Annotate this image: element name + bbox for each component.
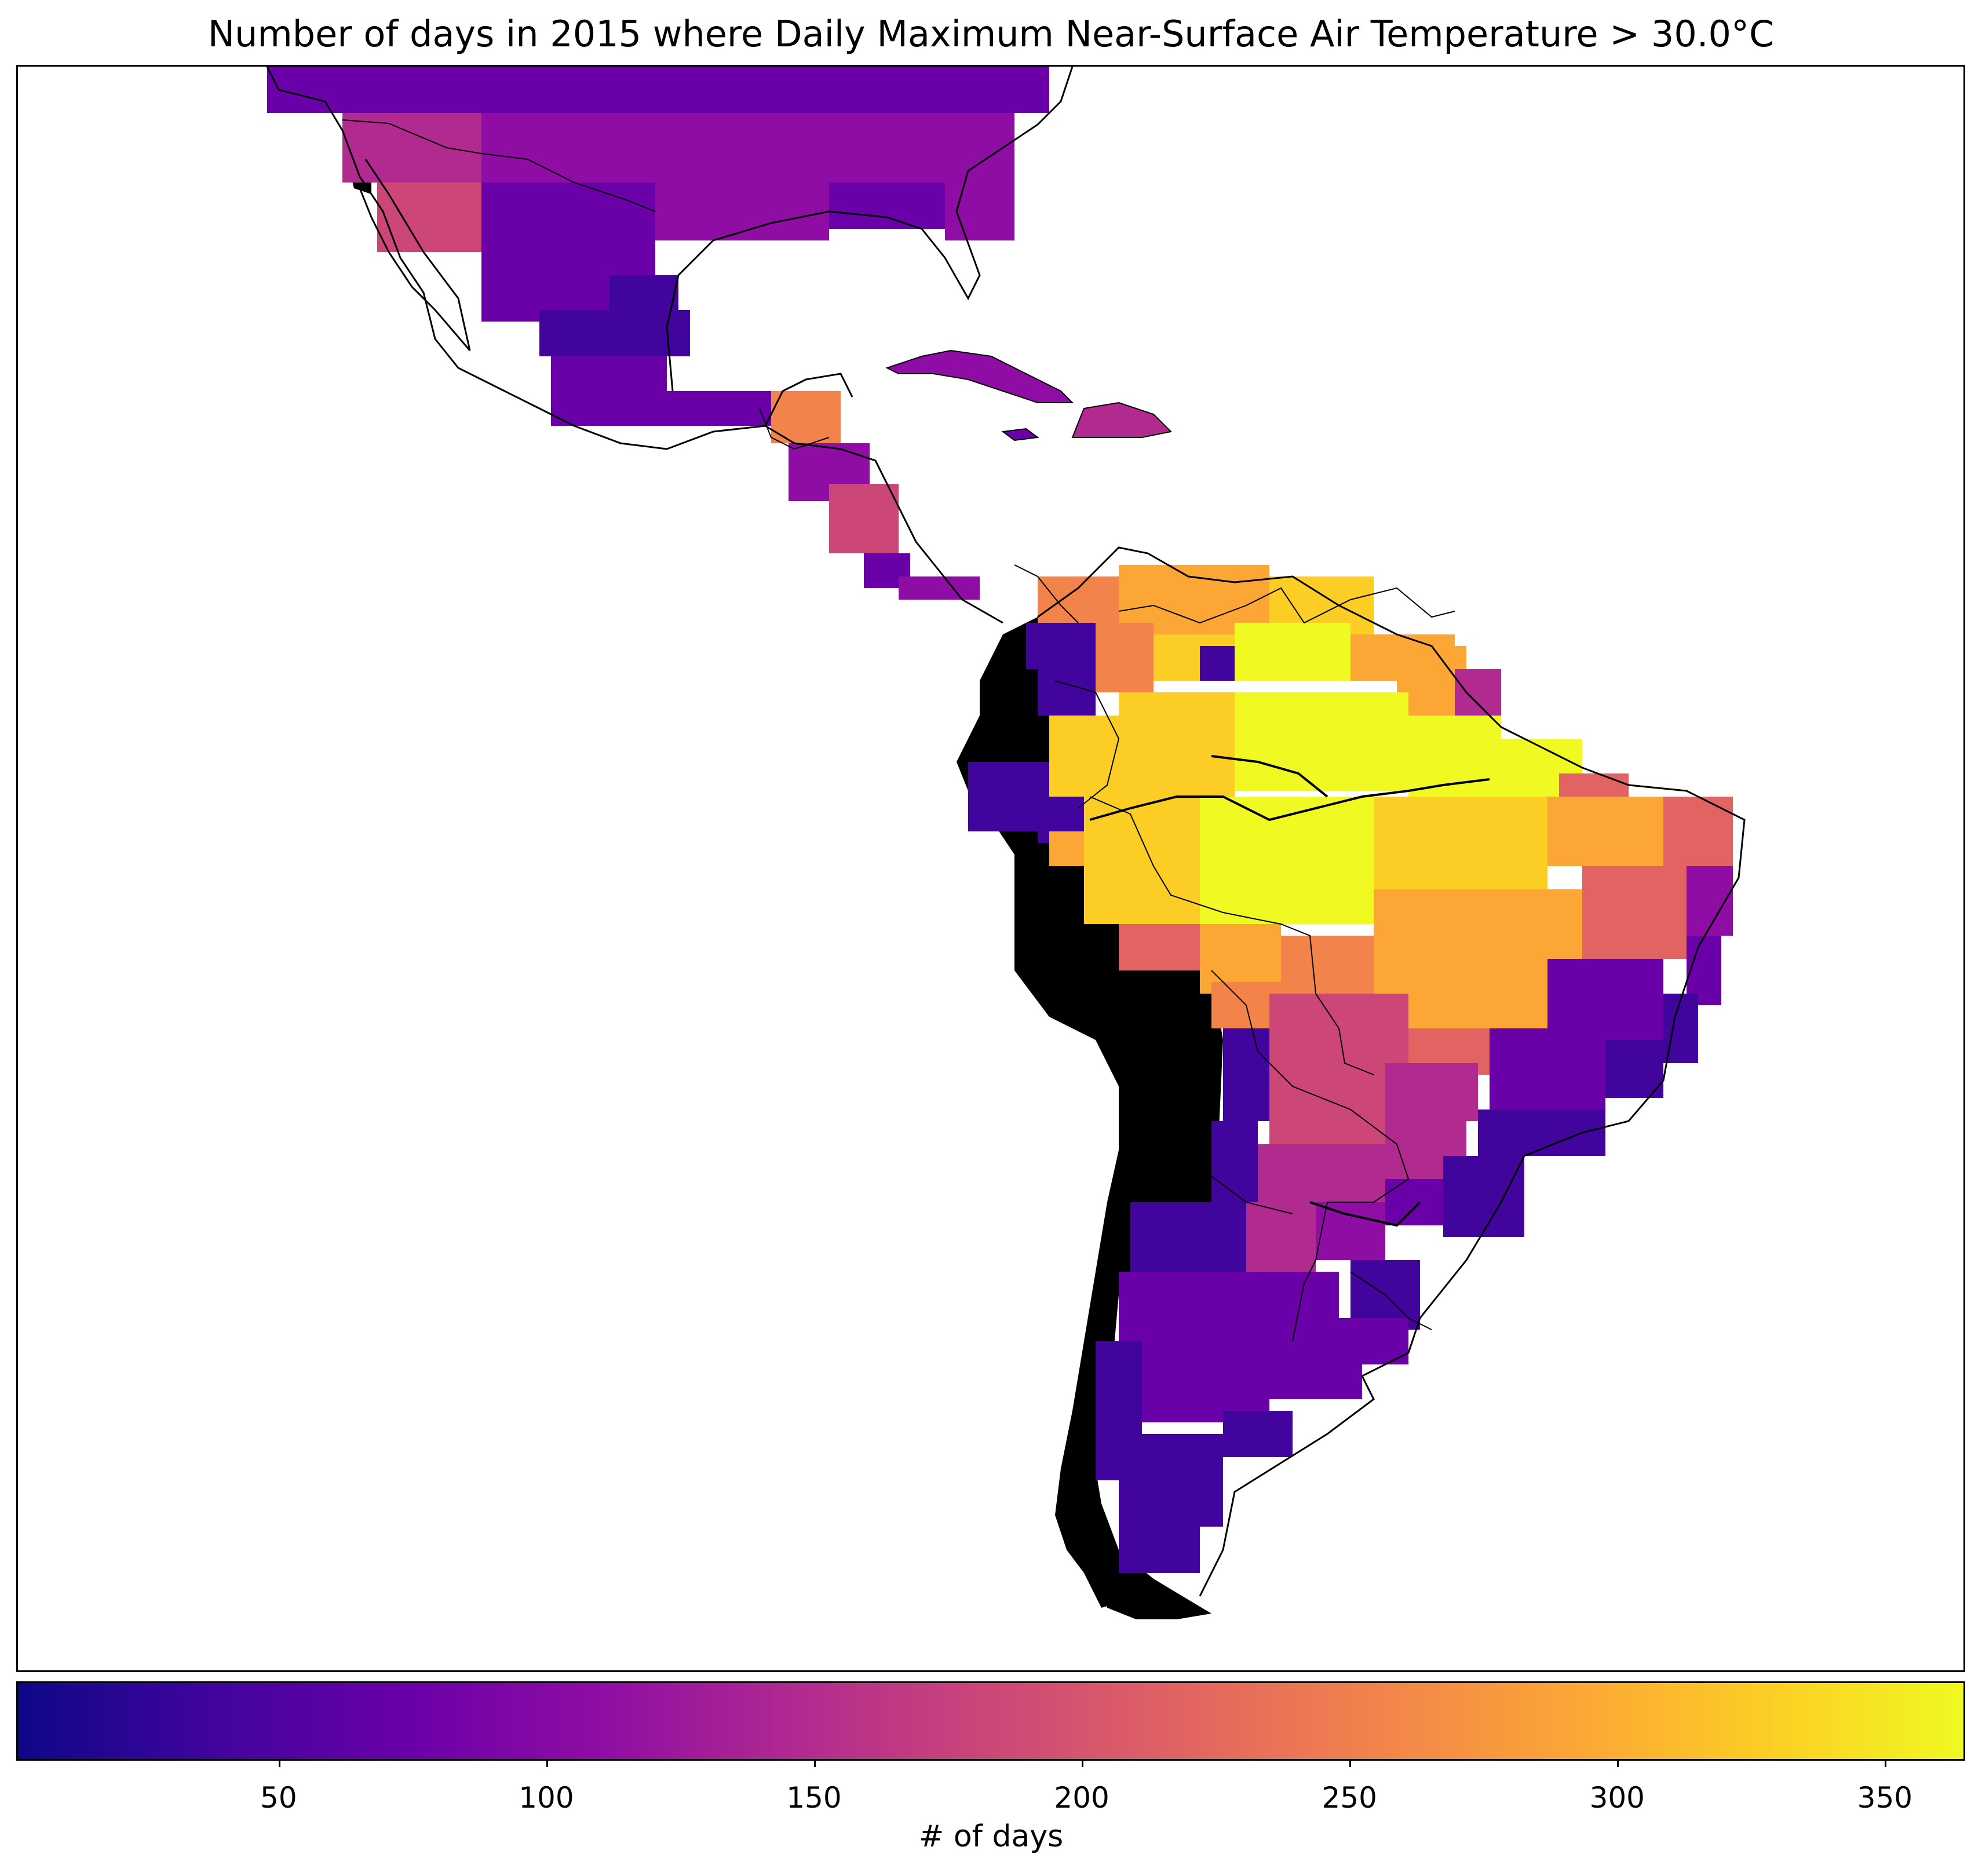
border-line <box>342 119 656 212</box>
grid-cell <box>1258 1144 1385 1202</box>
grid-cell <box>1385 1063 1478 1121</box>
grid-cell <box>481 183 655 275</box>
grid-cell <box>342 113 487 183</box>
grid-cell <box>1582 866 1687 959</box>
grid-cell <box>609 275 678 322</box>
colorbar-tick-label: 250 <box>1322 1781 1377 1815</box>
grid-cell <box>1547 797 1663 866</box>
grid-cell <box>1130 1202 1246 1272</box>
grid-cell <box>1316 1202 1385 1260</box>
grid-cell <box>1038 669 1096 716</box>
coast-baja <box>359 159 471 351</box>
grid-cell <box>655 183 829 240</box>
grid-cell <box>377 183 481 252</box>
grid-cell <box>1281 936 1374 994</box>
colorbar-tick-label: 200 <box>1054 1781 1109 1815</box>
grid-cell <box>1605 1040 1663 1098</box>
grid-cell <box>1119 924 1200 970</box>
grid-cell <box>1119 1272 1258 1353</box>
colorbar-tick <box>1349 1759 1352 1767</box>
coastline <box>266 67 1746 1597</box>
grid-cell <box>1223 1411 1293 1457</box>
colorbar-tick-label: 300 <box>1589 1781 1645 1815</box>
tierra-del-fuego-mask <box>1101 1579 1211 1619</box>
grid-cell <box>1211 1121 1258 1202</box>
jamaica <box>1001 428 1039 441</box>
map-panel <box>16 65 1965 1672</box>
grid-cell <box>551 356 667 426</box>
grid-cell <box>1246 1202 1316 1272</box>
grid-cell <box>771 391 841 443</box>
grid-cell <box>481 113 713 183</box>
coast-north-america <box>266 67 1003 624</box>
grid-cell <box>1374 797 1547 889</box>
colorbar-tick <box>814 1759 816 1767</box>
map-canvas <box>266 67 1746 1619</box>
caribbean-islands <box>885 349 1173 441</box>
colorbar-tick <box>1082 1759 1084 1767</box>
border-line <box>1199 1167 1293 1214</box>
colorbar-ticks: 50 100 150 200 250 300 350 <box>16 1759 1965 1815</box>
grid-cell <box>899 576 980 600</box>
grid-cell <box>1385 1179 1443 1225</box>
grid-cell <box>1223 1028 1269 1121</box>
grid-cell <box>829 183 945 229</box>
cuba <box>885 349 1074 403</box>
grid-cell <box>1119 692 1235 808</box>
colorbar-tick-label: 150 <box>786 1781 842 1815</box>
andes-west-coast-mask <box>957 617 1223 1608</box>
grid-cell <box>1096 623 1154 692</box>
grid-cell <box>1084 797 1200 924</box>
grid-cell <box>1200 797 1374 924</box>
grid-cell <box>1119 1480 1200 1573</box>
grid-cell <box>968 762 1049 831</box>
grid-cell <box>1200 1469 1223 1527</box>
grid-cell <box>1374 889 1582 970</box>
coast-gulf <box>666 67 1074 392</box>
border-line <box>1118 587 1455 624</box>
river-amazon <box>1089 778 1490 822</box>
colorbar-tick-label: 350 <box>1857 1781 1913 1815</box>
grid-cell <box>1547 959 1663 1040</box>
border-line <box>759 408 830 450</box>
grid-cell <box>1096 1341 1142 1434</box>
data-grid-cells <box>267 67 1733 1573</box>
colorbar-tick <box>546 1759 548 1767</box>
grid-cell <box>1049 716 1119 802</box>
grid-cell <box>1235 623 1350 681</box>
grid-cell <box>1269 1063 1385 1144</box>
grid-cell <box>1235 692 1408 791</box>
border-line <box>1350 1271 1432 1330</box>
grid-cell <box>1026 623 1096 669</box>
colorbar-gradient <box>18 1683 1963 1759</box>
colorbar-label: # of days <box>918 1819 1064 1854</box>
grid-cell <box>829 484 899 553</box>
grid-cell <box>267 67 1049 113</box>
grid-cell <box>945 171 1014 240</box>
grid-cell <box>1455 669 1501 716</box>
border-line <box>1309 1201 1421 1227</box>
colorbar-tick <box>1617 1759 1619 1767</box>
grid-cell <box>1443 1156 1524 1237</box>
hispaniola <box>1071 402 1173 438</box>
coast-yucatan <box>764 373 853 426</box>
grid-cell <box>667 391 783 426</box>
colorbar-tick <box>1885 1759 1887 1767</box>
colorbar-tick <box>278 1759 280 1767</box>
river-orinoco <box>1211 755 1328 798</box>
border-line <box>1089 796 1374 1075</box>
colorbar-tick-label: 50 <box>260 1781 297 1815</box>
border-line <box>1014 564 1079 623</box>
chart-title: Number of days in 2015 where Daily Maxim… <box>207 13 1775 55</box>
colorbar-tick-label: 100 <box>519 1781 574 1815</box>
colorbar <box>16 1681 1965 1761</box>
country-borders <box>342 119 1490 1342</box>
grid-cell <box>1269 1353 1362 1399</box>
grid-cell <box>1490 1028 1605 1109</box>
border-line <box>1054 680 1120 809</box>
coast-south-america-east <box>1037 546 1746 1597</box>
border-line <box>1211 970 1410 1342</box>
grid-cell <box>1663 797 1733 866</box>
